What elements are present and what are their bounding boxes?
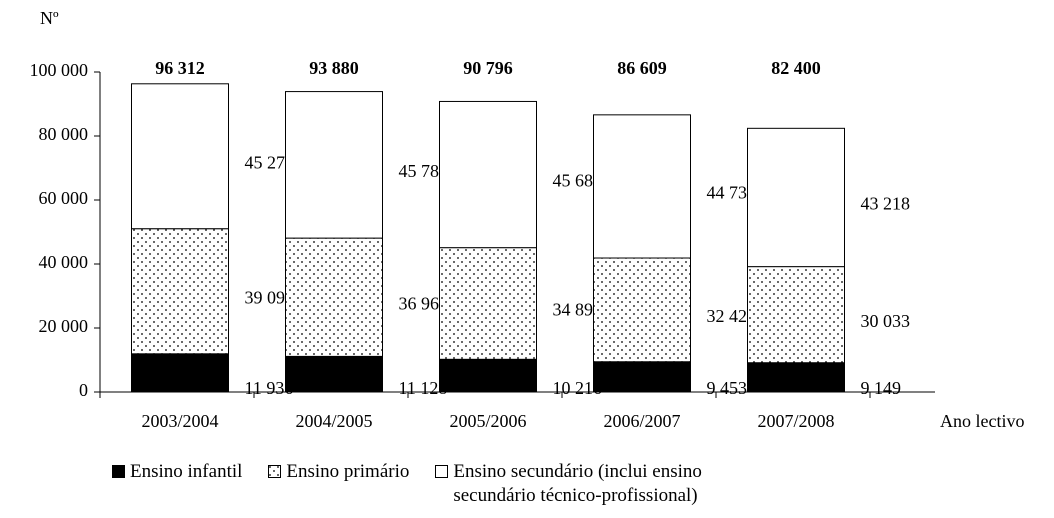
- y-tick-label: 20 000: [39, 316, 89, 336]
- value-label: 34 894: [553, 300, 603, 320]
- chart: Nº Ano lectivo 0 20 000 40 000 60 000 80 000…: [30, 8, 1025, 431]
- bar-segment: [747, 127, 845, 268]
- bar-segment: [285, 91, 383, 239]
- y-tick-label: 40 000: [39, 252, 89, 272]
- total-label: 82 400: [771, 58, 821, 78]
- y-tick-label: 80 000: [39, 124, 89, 144]
- bar-segment: [439, 100, 537, 249]
- bar-segment: [747, 266, 845, 364]
- total-label: 90 796: [463, 58, 513, 78]
- value-label: 32 420: [707, 306, 757, 326]
- value-label: 9 149: [861, 378, 902, 398]
- bar-segment: [439, 358, 537, 393]
- value-label: 45 279: [245, 152, 295, 172]
- value-label: 10 216: [553, 378, 603, 398]
- x-tick-label: 2007/2008: [757, 411, 834, 431]
- x-axis-label: Ano lectivo: [940, 411, 1024, 431]
- y-tick-label: 60 000: [39, 188, 89, 208]
- bar-segment: [285, 355, 383, 393]
- y-tick-label: 100 000: [30, 60, 89, 80]
- bar-segment: [593, 361, 691, 393]
- value-label: 30 033: [861, 311, 911, 331]
- x-tick-label: 2006/2007: [603, 411, 680, 431]
- bar-segment: [747, 362, 845, 393]
- legend: Ensino infantil Ensino primário Ensino sec…: [112, 460, 809, 508]
- legend-swatch: [435, 465, 449, 478]
- legend-swatch: [268, 465, 282, 478]
- legend-swatch-rect: [268, 465, 282, 478]
- bar-segment: [593, 257, 691, 363]
- x-tick-label: 2004/2005: [295, 411, 372, 431]
- bar-segment: [285, 237, 383, 357]
- legend-label: Ensino infantil: [130, 461, 243, 482]
- legend-label: Ensino secundário (inclui ensino secundá…: [453, 461, 702, 506]
- total-label: 86 609: [617, 58, 667, 78]
- legend-swatch: [112, 465, 125, 478]
- bar-segment: [131, 353, 229, 393]
- total-label: 96 312: [155, 58, 205, 78]
- legend-item: Ensino primário: [268, 460, 409, 484]
- value-label: 36 966: [399, 293, 449, 313]
- total-label: 93 880: [309, 58, 359, 78]
- value-label: 11 128: [399, 378, 448, 398]
- value-label: 39 097: [245, 287, 295, 307]
- bar-segment: [439, 247, 537, 360]
- value-label: 44 736: [707, 183, 757, 203]
- y-tick-label: 0: [79, 380, 88, 400]
- x-tick-label: 2005/2006: [449, 411, 526, 431]
- legend-swatch-rect: [435, 465, 449, 478]
- legend-item: Ensino infantil: [112, 460, 242, 484]
- value-label: 9 453: [707, 378, 748, 398]
- legend-swatch-rect: [112, 465, 125, 478]
- legend-item: Ensino secundário (inclui ensino secundá…: [435, 460, 783, 508]
- bar-segment: [593, 114, 691, 259]
- value-label: 45 786: [399, 161, 449, 181]
- value-label: 43 218: [861, 194, 911, 214]
- y-axis-label: Nº: [40, 8, 59, 28]
- legend-label: Ensino primário: [286, 461, 410, 482]
- bar-segment: [131, 83, 229, 230]
- value-label: 11 936: [245, 378, 294, 398]
- bar-segment: [131, 228, 229, 355]
- value-label: 45 686: [553, 171, 603, 191]
- x-tick-label: 2003/2004: [141, 411, 218, 431]
